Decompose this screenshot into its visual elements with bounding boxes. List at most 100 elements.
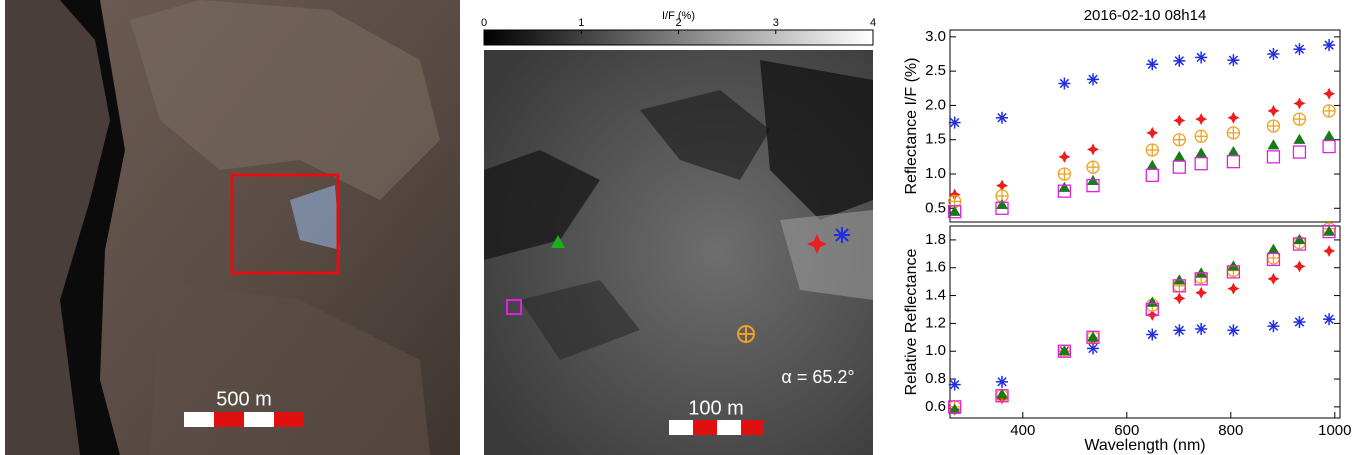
- marker-shape: [1323, 245, 1335, 257]
- marker-shape: [1227, 146, 1239, 156]
- marker-shape: [1293, 260, 1305, 272]
- marker-shape: [1267, 151, 1279, 163]
- data-point: [1173, 134, 1185, 146]
- y-tick-label: 1.2: [925, 314, 946, 331]
- data-point: [1195, 130, 1207, 142]
- data-point: [1146, 160, 1158, 170]
- data-point: [996, 376, 1008, 388]
- data-point: [1227, 156, 1239, 168]
- y-tick-label: 3.0: [925, 28, 946, 45]
- site-marker: [834, 227, 850, 243]
- data-point: [1293, 316, 1305, 328]
- plot-frame: [950, 30, 1340, 222]
- data-point: [1058, 151, 1070, 163]
- data-point: [1195, 51, 1207, 63]
- data-point: [1173, 151, 1185, 161]
- data-point: [1323, 313, 1335, 325]
- x-tick-label: 400: [1010, 422, 1035, 439]
- context-image: 500 m: [5, 0, 460, 455]
- data-point: [1087, 161, 1099, 173]
- data-point: [1323, 226, 1335, 236]
- data-point: [1267, 273, 1279, 285]
- scale-bar: [669, 420, 764, 435]
- marker-shape: [1323, 88, 1335, 100]
- marker-shape: [1267, 139, 1279, 149]
- marker-shape: [1146, 127, 1158, 139]
- marker-shape: [1293, 134, 1305, 144]
- y-tick-label: 1.8: [925, 231, 946, 248]
- data-point: [1227, 146, 1239, 156]
- marker-shape: [1323, 226, 1335, 236]
- x-axis-label: Wavelength (nm): [1084, 437, 1205, 454]
- data-point: [1146, 127, 1158, 139]
- data-point: [949, 117, 961, 129]
- data-point: [1267, 151, 1279, 163]
- y-tick-label: 1.0: [925, 342, 946, 359]
- data-point: [1323, 105, 1335, 117]
- data-point: [1146, 144, 1158, 156]
- y-tick-label: 1.0: [925, 165, 946, 182]
- y-tick-label: 0.8: [925, 370, 946, 387]
- scale-label: 500 m: [216, 388, 272, 410]
- data-point: [1323, 39, 1335, 51]
- data-point: [1058, 168, 1070, 180]
- data-point: [1293, 260, 1305, 272]
- marker-shape: [1227, 112, 1239, 124]
- marker-shape: [1146, 169, 1158, 181]
- data-point: [1087, 73, 1099, 85]
- data-point: [1267, 105, 1279, 117]
- figure: 500 m 100 m α = 65.2° I/F (%)012342016-0…: [0, 0, 1355, 455]
- y-tick-label: 2.5: [925, 62, 946, 79]
- marker-shape: [1267, 273, 1279, 285]
- phase-angle: α = 65.2°: [781, 367, 854, 387]
- scale-label: 100 m: [688, 397, 744, 419]
- data-point: [1323, 88, 1335, 100]
- scale-bar: [184, 412, 304, 427]
- y-axis-label: Reflectance I/F (%): [903, 58, 920, 195]
- data-point: [1058, 182, 1070, 192]
- data-point: [1323, 245, 1335, 257]
- marker-shape: [1173, 292, 1185, 304]
- data-point: [1195, 158, 1207, 170]
- marker-shape: [1323, 130, 1335, 140]
- data-point: [1293, 134, 1305, 144]
- marker-shape: [1195, 147, 1207, 157]
- data-point: [1195, 323, 1207, 335]
- chart-title: 2016-02-10 08h14: [1084, 7, 1207, 24]
- marker-shape: [1173, 115, 1185, 127]
- data-point: [1293, 113, 1305, 125]
- data-point: [1323, 141, 1335, 153]
- marker-shape: [1195, 287, 1207, 299]
- x-tick-label: 1000: [1318, 422, 1351, 439]
- marker-shape: [1146, 160, 1158, 170]
- marker-shape: [1173, 161, 1185, 173]
- data-point: [1267, 120, 1279, 132]
- data-point: [1173, 324, 1185, 336]
- site-marker: [738, 326, 754, 342]
- x-tick-label: 3: [773, 17, 779, 29]
- x-tick-label: 1: [578, 17, 584, 29]
- data-point: [1058, 77, 1070, 89]
- y-tick-label: 0.5: [925, 199, 946, 216]
- data-point: [1173, 161, 1185, 173]
- x-tick-label: 2: [675, 17, 681, 29]
- data-point: [1227, 127, 1239, 139]
- data-point: [1173, 55, 1185, 67]
- y-tick-label: 0.6: [925, 398, 946, 415]
- marker-shape: [1293, 146, 1305, 158]
- y-tick-label: 1.4: [925, 287, 946, 304]
- marker-shape: [1293, 97, 1305, 109]
- data-point: [1227, 283, 1239, 295]
- data-point: [1293, 97, 1305, 109]
- data-point: [1173, 292, 1185, 304]
- data-point: [1227, 324, 1239, 336]
- y-axis-label: Relative Reflectance: [903, 249, 920, 396]
- data-point: [1195, 287, 1207, 299]
- data-point: [1267, 48, 1279, 60]
- marker-shape: [1058, 182, 1070, 192]
- marker-shape: [1195, 158, 1207, 170]
- marker-shape: [1323, 141, 1335, 153]
- x-tick-label: 4: [870, 17, 876, 29]
- marker-shape: [1058, 151, 1070, 163]
- data-point: [1293, 146, 1305, 158]
